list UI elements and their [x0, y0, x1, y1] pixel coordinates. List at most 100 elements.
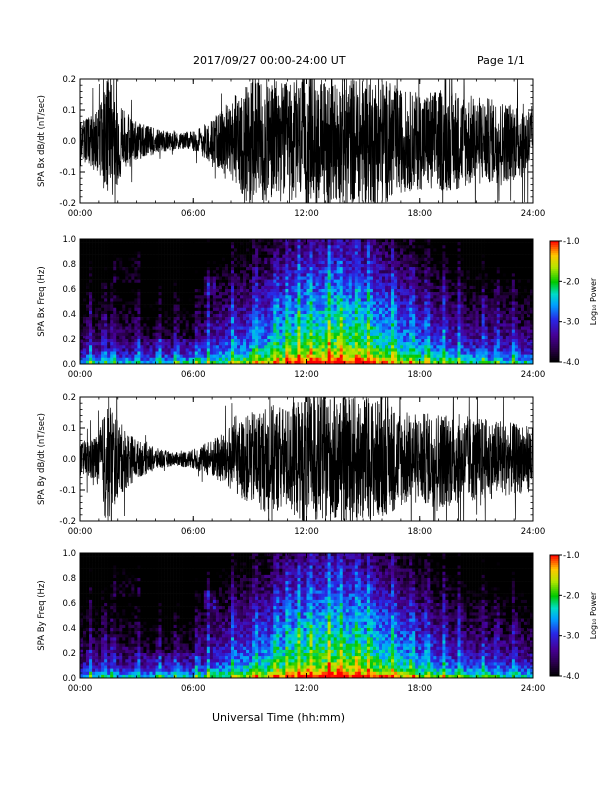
waveform-line	[80, 79, 533, 203]
spectrogram-cell	[439, 301, 443, 305]
spectrogram-cell	[234, 345, 238, 349]
spectrogram-cell	[382, 332, 386, 337]
spectrogram-cell	[315, 307, 319, 312]
spectrogram-cell	[173, 317, 177, 321]
spectrogram-cell	[385, 342, 389, 346]
spectrogram-cell	[249, 267, 253, 271]
spectrogram-cell	[273, 251, 277, 255]
spectrogram-cell	[137, 257, 141, 262]
spectrogram-cell	[318, 267, 322, 271]
spectrogram-cell	[258, 314, 262, 318]
spectrogram-cell	[360, 285, 365, 290]
spectrogram-cell	[409, 298, 413, 302]
spectrogram-cell	[255, 354, 259, 359]
spectrogram-cell	[231, 348, 235, 352]
spectrogram-cell	[218, 242, 223, 246]
spectrogram-cell	[312, 335, 316, 340]
spectrogram-cell	[394, 242, 398, 246]
spectrogram-cell	[234, 285, 238, 290]
spectrogram-cell	[89, 335, 93, 340]
spectrogram-cell	[436, 354, 440, 359]
spectrogram-cell	[231, 354, 235, 359]
spectrogram-cell	[357, 345, 362, 349]
spectrogram-cell	[107, 260, 111, 265]
spectrogram-cell	[424, 335, 428, 340]
spectrogram-cell	[409, 345, 413, 349]
spectrogram-cell	[188, 357, 193, 362]
spectrogram-cell	[433, 332, 437, 337]
spectrogram-cell	[424, 348, 428, 352]
spectrogram-cell	[243, 282, 247, 287]
spectrogram-cell	[409, 245, 413, 249]
spectrogram-cell	[412, 279, 416, 284]
spectrogram-cell	[330, 307, 334, 312]
spectrogram-cell	[83, 270, 87, 274]
spectrogram-cell	[161, 323, 165, 327]
spectrogram-cell	[433, 279, 437, 284]
spectrogram-cell	[375, 239, 380, 243]
spectrogram-cell	[397, 239, 401, 243]
spectrogram-cell	[255, 301, 259, 305]
spectrogram-cell	[409, 317, 413, 321]
spectrogram-cell	[385, 354, 389, 359]
spectrogram-cell	[306, 260, 310, 265]
spectrogram-cell	[122, 245, 126, 249]
spectrogram-cell	[303, 345, 307, 349]
spectrogram-cell	[363, 339, 368, 343]
spectrogram-cell	[161, 239, 165, 243]
spectrogram-cell	[143, 317, 147, 321]
spectrogram-cell	[303, 270, 307, 274]
spectrogram-cell	[372, 251, 377, 255]
spectrogram-cell	[101, 257, 105, 262]
spectrogram-cell	[273, 279, 277, 284]
spectrogram-cell	[273, 326, 277, 330]
spectrogram-cell	[409, 285, 413, 290]
spectrogram-cell	[209, 332, 214, 337]
spectrogram-cell	[385, 242, 389, 246]
spectrogram-cell	[360, 314, 365, 318]
spectrogram-cell	[224, 292, 229, 296]
spectrogram-cell	[128, 276, 132, 280]
spectrogram-cell	[318, 270, 322, 274]
spectrogram-cell	[173, 329, 177, 334]
spectrogram-cell	[445, 260, 449, 265]
spectrogram-cell	[354, 264, 359, 268]
spectrogram-cell	[137, 273, 141, 277]
spectrogram-cell	[203, 264, 208, 268]
spectrogram-cell	[273, 298, 277, 302]
spectrogram-cell	[92, 257, 96, 262]
spectrogram-cell	[433, 292, 437, 296]
spectrogram-cell	[137, 310, 141, 315]
spectrogram-cell	[412, 251, 416, 255]
spectrogram-cell	[137, 348, 141, 352]
spectrogram-cell	[276, 301, 280, 305]
spectrogram-cell	[291, 301, 295, 305]
spectrogram-cell	[348, 257, 353, 262]
spectrogram-cell	[140, 298, 144, 302]
spectrogram-cell	[360, 304, 365, 309]
spectrogram-cell	[119, 320, 123, 324]
spectrogram-cell	[182, 276, 186, 280]
spectrogram-cell	[218, 279, 223, 284]
spectrogram-cell	[382, 295, 386, 299]
spectrogram-cell	[113, 332, 117, 337]
spectrogram-cell	[324, 351, 328, 355]
spectrogram-cell	[369, 345, 374, 349]
spectrogram-cell	[197, 360, 202, 365]
spectrogram-cell	[203, 329, 208, 334]
spectrogram-cell	[388, 323, 392, 327]
spectrogram-cell	[212, 295, 217, 299]
spectrogram-cell	[330, 248, 334, 252]
spectrogram-cell	[321, 267, 325, 271]
spectrogram-cell	[403, 342, 407, 346]
spectrogram-cell	[227, 257, 232, 262]
spectrogram-cell	[98, 360, 102, 365]
spectrogram-cell	[86, 289, 90, 293]
spectrogram-cell	[206, 320, 211, 324]
spectrogram-cell	[415, 248, 419, 252]
spectrogram-cell	[161, 348, 165, 352]
spectrogram-cell	[122, 348, 126, 352]
spectrogram-cell	[209, 242, 214, 246]
spectrogram-cell	[143, 282, 147, 287]
spectrogram-cell	[363, 354, 368, 359]
